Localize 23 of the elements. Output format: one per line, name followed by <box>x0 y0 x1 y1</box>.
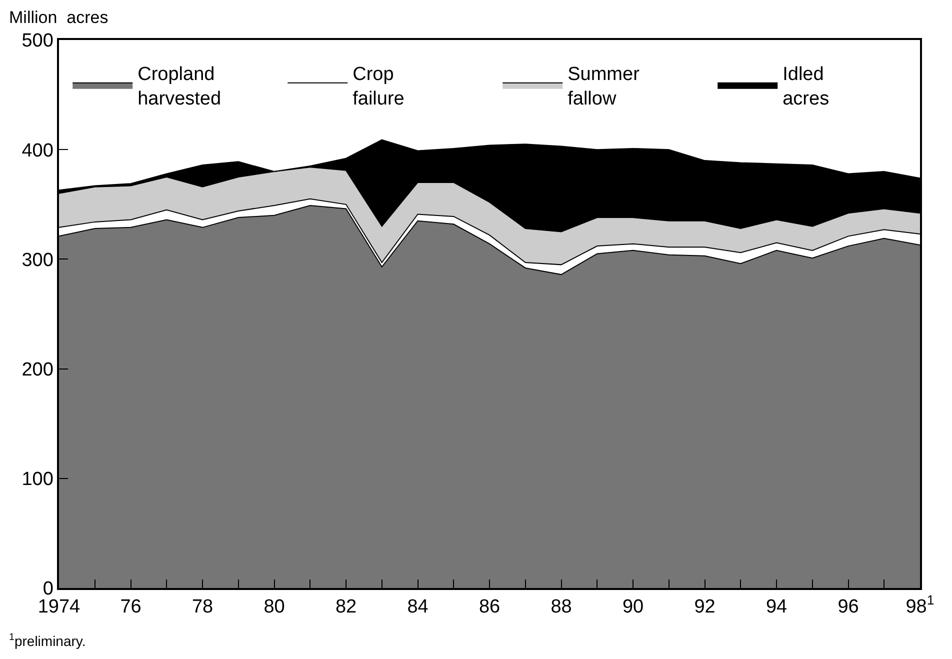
y-tick-label: 300 <box>22 250 54 271</box>
y-axis-title: Million acres <box>9 8 108 27</box>
x-tick-label: 92 <box>694 596 716 618</box>
legend-label: Crop failure <box>352 64 404 110</box>
legend-label: Summer fallow <box>568 64 640 110</box>
x-tick-label: 98$^{1}$ <box>906 592 934 618</box>
x-tick-label: 88 <box>550 596 572 618</box>
y-tick-label: 500 <box>22 30 54 52</box>
x-tick-label: 90 <box>622 596 644 618</box>
y-tick-label: 100 <box>22 469 54 490</box>
x-tick-label: 96 <box>838 596 859 618</box>
legend-label: Idled acres <box>782 64 830 110</box>
x-tick-label: 86 <box>478 596 500 618</box>
x-tick-label: 82 <box>335 596 357 618</box>
x-tick-label: 80 <box>264 596 285 618</box>
text: $^{1}$preliminary. <box>9 632 86 649</box>
x-tick-label: 78 <box>192 596 214 618</box>
y-tick-label: 400 <box>22 140 54 162</box>
y-tick-label: 200 <box>22 359 54 380</box>
x-tick-label: 84 <box>407 596 429 618</box>
x-tick-label: 94 <box>766 596 788 618</box>
x-tick-label: 76 <box>120 596 142 618</box>
legend-label: Cropland harvested <box>138 64 222 110</box>
